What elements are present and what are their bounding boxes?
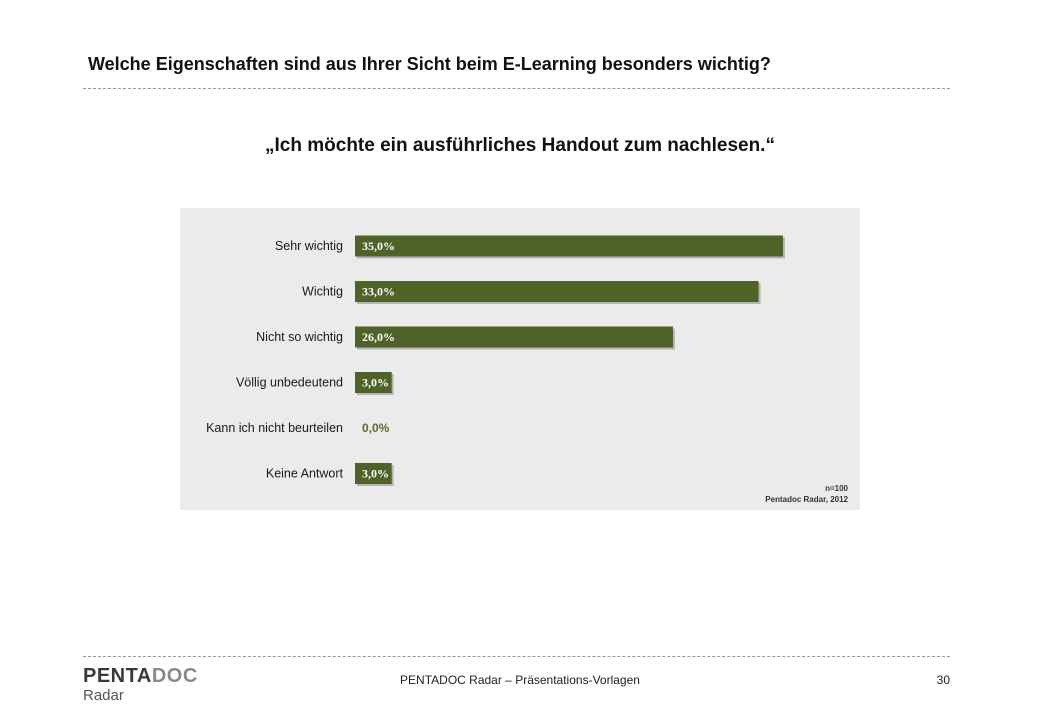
value-label: 3,0% bbox=[362, 376, 389, 390]
logo-subtitle: Radar bbox=[83, 687, 124, 704]
chart-panel: Sehr wichtig 35,0% Wichtig 33,0% Nicht so wi… bbox=[180, 208, 860, 510]
bar-row: Wichtig 33,0% bbox=[302, 281, 761, 304]
logo-doc: DOC bbox=[151, 665, 198, 687]
category-label: Nicht so wichtig bbox=[256, 330, 343, 344]
bar bbox=[355, 326, 673, 348]
value-label: 35,0% bbox=[362, 239, 395, 253]
value-label: 33,0% bbox=[362, 285, 395, 299]
page-number: 30 bbox=[936, 673, 950, 687]
bar-row: Sehr wichtig 35,0% bbox=[275, 235, 785, 259]
slide-title: Welche Eigenschaften sind aus Ihrer Sich… bbox=[88, 54, 771, 74]
bar-row: Nicht so wichtig 26,0% bbox=[256, 326, 675, 350]
footer-text: PENTADOC Radar – Präsentations-Vorlagen bbox=[400, 673, 640, 687]
bar-row: Völlig unbedeutend 3,0% bbox=[236, 372, 394, 395]
category-label: Wichtig bbox=[302, 285, 343, 299]
bar bbox=[355, 372, 392, 393]
bar-row: Kann ich nicht beurteilen 0,0% bbox=[206, 421, 390, 435]
title-divider bbox=[83, 88, 950, 89]
logo-penta: PENTA bbox=[83, 665, 152, 687]
chart-quote: „Ich möchte ein ausführliches Handout zu… bbox=[265, 135, 775, 156]
bar bbox=[355, 463, 392, 484]
value-label: 0,0% bbox=[362, 421, 390, 435]
category-label: Keine Antwort bbox=[266, 467, 344, 481]
footer-divider bbox=[83, 656, 950, 657]
bar bbox=[355, 235, 783, 257]
category-label: Kann ich nicht beurteilen bbox=[206, 421, 343, 435]
value-label: 26,0% bbox=[362, 330, 395, 344]
pentadoc-logo: PENTADOC Radar bbox=[83, 666, 198, 703]
bar-row: Keine Antwort 3,0% bbox=[266, 463, 394, 486]
category-label: Sehr wichtig bbox=[275, 239, 343, 253]
sample-size-note: n=100 bbox=[825, 484, 848, 493]
bar-chart: Sehr wichtig 35,0% Wichtig 33,0% Nicht so wi… bbox=[206, 235, 785, 486]
bar bbox=[355, 281, 759, 302]
value-label: 3,0% bbox=[362, 467, 389, 481]
category-label: Völlig unbedeutend bbox=[236, 376, 343, 390]
source-note: Pentadoc Radar, 2012 bbox=[765, 495, 848, 504]
